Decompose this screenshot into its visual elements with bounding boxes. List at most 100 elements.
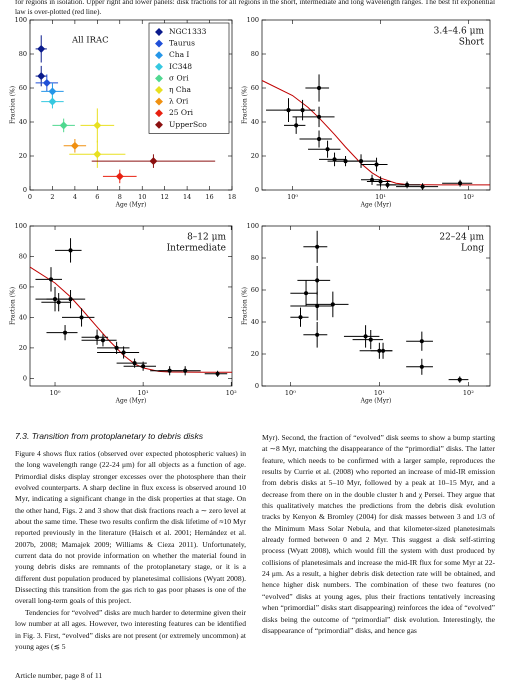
data-point: [93, 150, 102, 159]
right-column: Myr). Second, the fraction of “evolved” …: [262, 432, 495, 636]
legend-label: IC348: [169, 62, 192, 71]
x-tick-label: 10²: [226, 389, 237, 397]
data-point: [68, 248, 73, 253]
y-tick-label: 40: [19, 313, 27, 321]
data-point: [378, 179, 383, 184]
section-heading: 7.3. Transition from protoplanetary to d…: [15, 431, 204, 441]
figure-caption: for regions in isolation. Upper right an…: [15, 0, 495, 16]
panel-label: 8–12 μm: [187, 233, 226, 243]
y-axis-label: Fraction (%): [242, 287, 249, 325]
x-tick-label: 4: [73, 193, 77, 201]
y-tick-label: 60: [19, 283, 27, 291]
plot-frame: [29, 225, 233, 387]
y-tick-label: 20: [251, 152, 259, 160]
y-tick-label: 0: [23, 186, 27, 194]
x-axis-label: Age (Myr): [360, 398, 392, 405]
y-tick-label: 0: [255, 382, 259, 390]
y-tick-label: 80: [19, 50, 27, 58]
legend-label: Cha I: [169, 50, 189, 59]
panel-label: 3.4–4.6 μm: [434, 27, 485, 37]
legend-label: 25 Ori: [169, 108, 194, 117]
data-point: [215, 371, 220, 376]
data-point: [94, 335, 100, 340]
data-point: [316, 114, 322, 119]
legend-label: NGC1333: [169, 27, 207, 36]
data-point: [149, 157, 158, 166]
paragraph: Tendencies for “evolved” disks are much …: [15, 607, 246, 651]
data-point: [420, 184, 425, 189]
y-tick-label: 40: [251, 118, 259, 126]
x-tick-label: 12: [161, 193, 169, 201]
x-tick-label: 10¹: [138, 389, 149, 397]
data-point: [48, 277, 54, 282]
legend-label: σ Ori: [169, 73, 189, 82]
x-tick-label: 0: [28, 193, 32, 201]
plot-frame: [261, 225, 491, 387]
x-tick-label: 16: [205, 193, 213, 201]
y-tick-label: 20: [19, 152, 27, 160]
y-tick-label: 100: [247, 16, 259, 24]
data-point: [93, 121, 102, 130]
x-axis-label: Age (Myr): [115, 202, 147, 209]
x-tick-label: 2: [50, 193, 54, 201]
plot-frame: [29, 19, 233, 191]
y-tick-label: 20: [251, 350, 259, 358]
y-tick-label: 0: [255, 186, 259, 194]
y-tick-label: 100: [15, 222, 27, 230]
data-point: [315, 303, 320, 309]
x-tick-label: 18: [228, 193, 236, 201]
left-column: Figure 4 shows flux ratios (observed ove…: [15, 448, 246, 652]
data-point: [374, 162, 379, 167]
x-axis-label: Age (Myr): [115, 398, 147, 405]
panel-label: All IRAC: [71, 36, 109, 46]
y-axis-label: Fraction (%): [10, 287, 17, 325]
paragraph: Figure 4 shows flux ratios (observed ove…: [15, 449, 246, 606]
data-point: [316, 136, 322, 142]
data-point: [68, 297, 73, 302]
data-point: [48, 87, 57, 96]
x-tick-label: 10⁰: [50, 389, 61, 397]
panel-sublabel: Short: [459, 38, 485, 48]
legend-label: η Cha: [169, 85, 191, 94]
data-point: [37, 72, 46, 81]
x-axis-label: Age (Myr): [360, 202, 392, 209]
data-point: [380, 348, 386, 353]
data-point: [298, 315, 303, 320]
data-point: [315, 244, 320, 249]
y-tick-label: 80: [19, 252, 27, 260]
y-tick-label: 60: [251, 84, 259, 92]
panel-label: 22–24 μm: [439, 233, 484, 243]
data-point: [316, 85, 322, 91]
legend-marker: [155, 109, 163, 118]
y-tick-label: 0: [23, 374, 27, 382]
data-point: [330, 302, 335, 307]
data-point: [100, 338, 106, 343]
data-point: [121, 350, 126, 355]
x-tick-label: 14: [183, 193, 191, 201]
paragraph: Myr). Second, the fraction of “evolved” …: [262, 433, 495, 635]
footer: Article number, page 8 of 11: [15, 671, 103, 680]
y-tick-label: 20: [19, 344, 27, 352]
x-tick-label: 10¹: [374, 389, 385, 397]
data-point: [303, 291, 309, 296]
x-tick-label: 10²: [463, 193, 474, 201]
fit-line: [29, 266, 232, 373]
data-point: [457, 181, 463, 186]
data-point: [183, 368, 188, 373]
data-point: [56, 300, 61, 305]
data-point: [62, 330, 68, 335]
x-tick-label: 10⁰: [287, 193, 298, 201]
data-point: [132, 361, 137, 366]
y-tick-label: 40: [251, 318, 259, 326]
y-tick-label: 60: [251, 286, 259, 294]
data-point: [315, 278, 320, 283]
data-point: [419, 364, 424, 369]
figure: 0 20 40 60 80 100 0 2 4 6 8 10 12 14 16 18 Age (Myr) Frac…: [10, 16, 491, 405]
x-tick-label: 10²: [463, 389, 474, 397]
y-tick-label: 80: [251, 254, 259, 262]
data-point: [294, 123, 299, 128]
data-point: [363, 334, 368, 339]
x-tick-label: 10: [138, 193, 146, 201]
data-point: [141, 364, 146, 369]
